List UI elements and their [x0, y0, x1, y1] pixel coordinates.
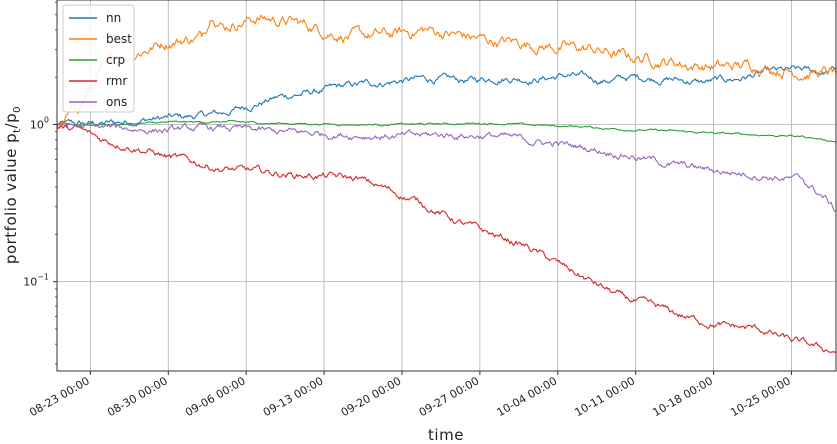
y-axis-label-sub-t: t: [12, 128, 23, 132]
y-axis-label-slash: /p: [2, 113, 20, 129]
legend-box: [62, 4, 135, 113]
series-line-best: [57, 14, 836, 130]
legend-label-crp: crp: [106, 53, 125, 67]
series-lines: [57, 14, 836, 354]
x-tick-label: 10-04 00:00: [495, 374, 560, 419]
x-tick-label: 10-11 00:00: [573, 374, 638, 419]
x-axis-label: time: [428, 426, 464, 444]
x-tick-label: 09-06 00:00: [183, 374, 248, 419]
series-line-rmr: [57, 123, 836, 354]
x-axis-ticks: 08-23 00:00 08-30 00:00 09-06 00:00 09-13 0…: [27, 371, 793, 419]
x-tick-label: 10-18 00:00: [650, 374, 715, 419]
x-tick-label: 09-27 00:00: [417, 374, 482, 419]
y-axis-label-main: portfolio value p: [2, 133, 20, 264]
x-tick-label: 08-23 00:00: [27, 374, 92, 419]
legend-label-nn: nn: [106, 11, 121, 25]
y-tick-base: 10: [23, 276, 37, 289]
series-line-nn: [57, 65, 836, 127]
y-tick-exponent: −1: [37, 273, 49, 282]
legend-label-rmr: rmr: [106, 74, 127, 88]
x-tick-label: 09-13 00:00: [261, 374, 326, 419]
x-tick-label: 08-30 00:00: [105, 374, 170, 419]
series-line-crp: [57, 119, 836, 143]
plot-background: [57, 0, 836, 371]
y-axis-label-sub-0: 0: [12, 106, 23, 113]
x-tick-label: 10-25 00:00: [728, 374, 793, 419]
y-axis-label: portfolio value pt/p0: [2, 106, 23, 264]
grid: [57, 0, 836, 371]
y-tick-label: 10−1: [23, 273, 49, 289]
series-line-ons: [57, 122, 836, 213]
legend-label-best: best: [106, 32, 132, 46]
y-tick-exponent: 0: [44, 116, 49, 125]
legend: nn best crp rmr ons: [62, 4, 135, 113]
plot-frame: [56, 0, 837, 372]
x-tick-label: 09-20 00:00: [339, 374, 404, 419]
legend-label-ons: ons: [106, 95, 127, 109]
y-tick-base: 10: [30, 119, 44, 132]
y-tick-label: 100: [30, 116, 49, 132]
